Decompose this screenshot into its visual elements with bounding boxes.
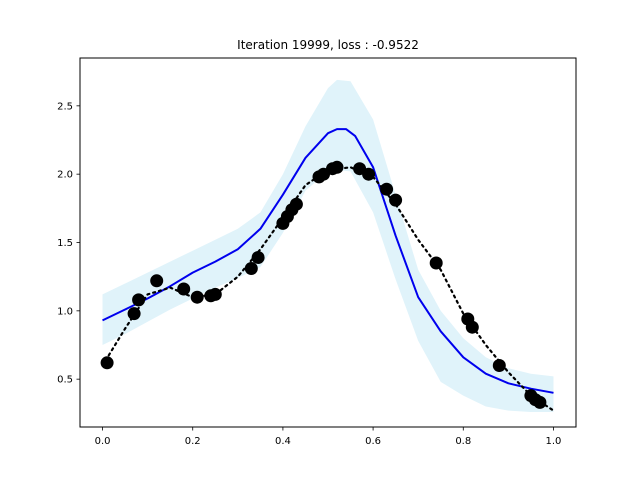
data-point — [362, 167, 376, 181]
data-point — [177, 282, 191, 296]
data-point — [244, 262, 258, 275]
x-tick-label: 0.2 — [185, 436, 201, 447]
y-tick-label: 2.0 — [57, 170, 73, 181]
x-tick-label: 0.0 — [95, 436, 111, 447]
data-point — [533, 395, 547, 409]
data-point — [465, 320, 479, 334]
y-tick-label: 2.5 — [57, 101, 73, 112]
plot-area — [100, 79, 555, 413]
x-tick-label: 1.0 — [546, 436, 562, 447]
data-point — [132, 293, 146, 307]
data-point — [389, 193, 403, 207]
data-point — [127, 307, 141, 321]
data-point — [429, 256, 443, 270]
y-tick-label: 0.5 — [57, 375, 73, 386]
data-point — [190, 290, 204, 304]
axes: 0.0 0.2 0.4 0.6 0.8 1.0 0.5 1.0 1.5 2.0 2.5 — [57, 57, 577, 447]
data-point — [208, 287, 222, 301]
uncertainty-band — [102, 79, 554, 413]
data-point — [251, 251, 265, 264]
y-tick-label: 1.5 — [57, 238, 73, 249]
data-point — [492, 359, 506, 372]
plot-series — [100, 79, 555, 413]
data-point — [380, 182, 394, 196]
y-tick-label: 1.0 — [57, 306, 73, 317]
data-point — [330, 160, 344, 174]
mean-prediction-line — [102, 128, 554, 394]
data-point — [150, 274, 164, 288]
x-tick-label: 0.8 — [455, 436, 471, 447]
x-tick-label: 0.6 — [365, 436, 381, 447]
chart-title: Iteration 19999, loss : -0.9522 — [237, 38, 419, 52]
data-point — [289, 197, 303, 211]
data-point — [100, 356, 114, 370]
x-tick-label: 0.4 — [275, 436, 291, 447]
